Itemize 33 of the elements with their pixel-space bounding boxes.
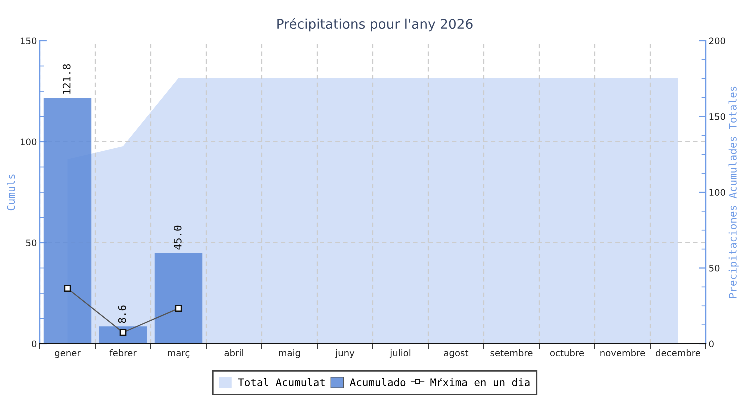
legend-label: Mŕxima en un dia [430,378,530,386]
y2-tick-label: 200 [709,38,726,45]
x-tick-label: octubre [550,350,584,357]
y2-tick-label: 50 [709,264,720,272]
bar [44,98,92,344]
data-label: 121.8 [62,64,71,94]
y2-tick-label: 150 [710,113,726,120]
x-tick-label: gener [55,351,81,358]
x-tick-label: abril [224,350,244,357]
y2-axis-title: Precipitaciones Acumulades Totales [728,86,739,298]
y-tick-label: 100 [20,138,37,146]
y2-tick-label: 0 [709,340,714,348]
x-tick-label: març [168,351,190,358]
x-tick-label: agost [444,350,469,358]
x-tick-label: juny [335,350,355,358]
y-axis-title: Cumuls [7,174,16,211]
y-tick-label: 0 [32,340,37,348]
x-tick-label: novembre [600,350,646,357]
y-tick-label: 150 [20,38,37,45]
x-tick-label: maig [279,350,300,358]
chart-title: Précipitations pour l'any 2026 [278,18,473,32]
x-tick-label: juliol [390,350,411,358]
x-tick-label: febrer [110,350,137,357]
data-label: 8.6 [118,306,126,324]
x-tick-label: decembre [656,350,700,357]
data-label: 45.0 [174,226,182,250]
y2-tick-label: 100 [710,189,726,196]
bar [154,253,203,344]
bar [99,326,148,344]
legend-label: Total Acumulat [238,378,325,386]
x-tick-label: setembre [490,350,533,357]
y-tick-label: 50 [26,240,37,247]
legend-label: Acumulado [350,378,406,386]
